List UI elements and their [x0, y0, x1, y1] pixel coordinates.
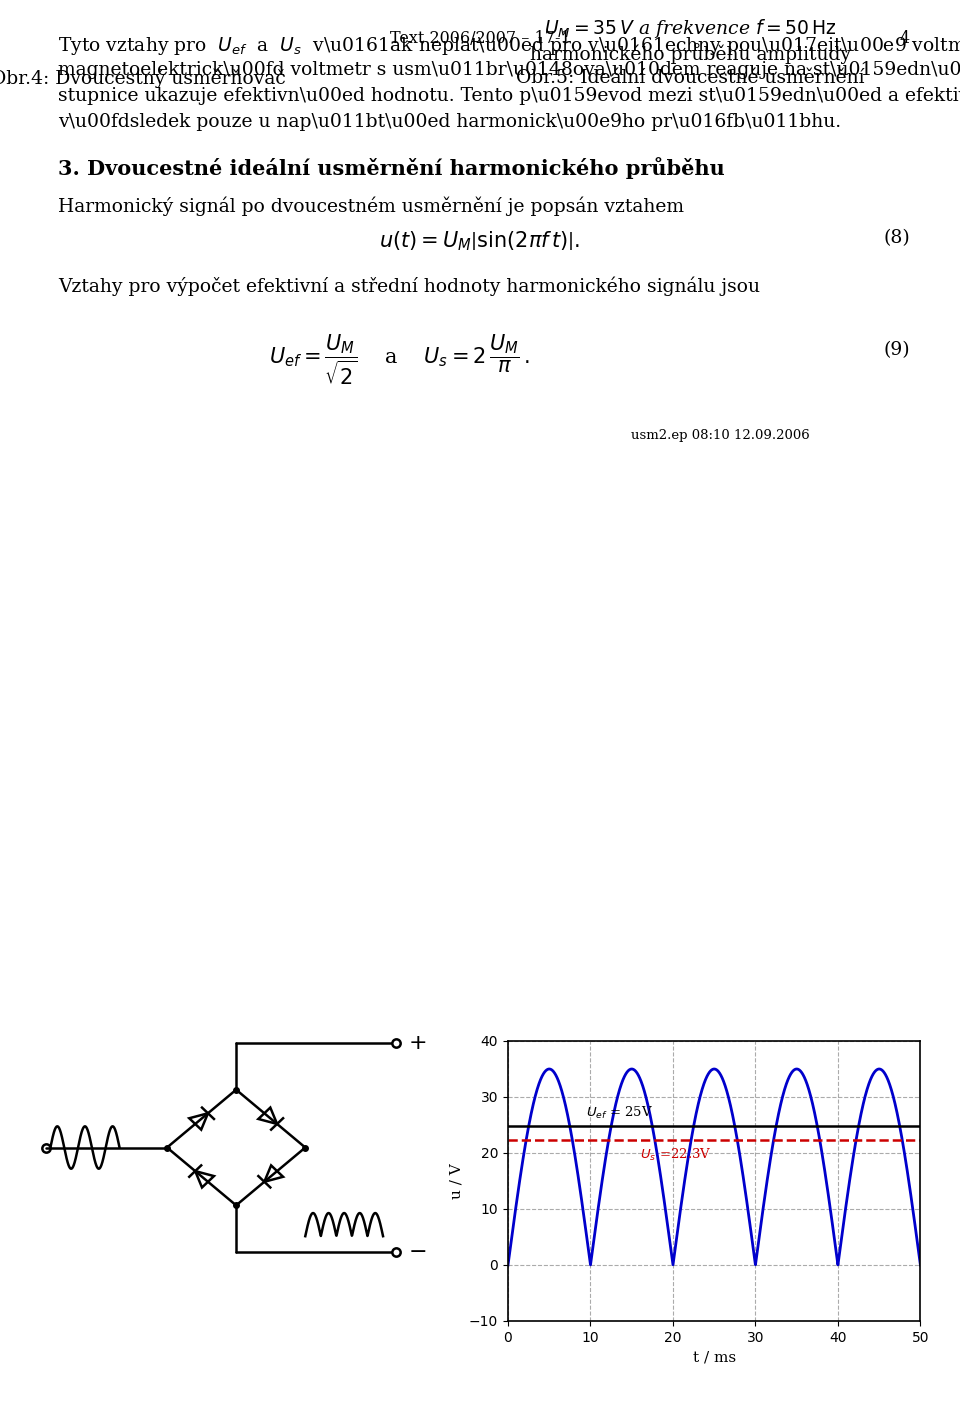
- Text: stupnice ukazuje efektivn\u00ed hodnotu. Tento p\u0159evod mezi st\u0159edn\u00e: stupnice ukazuje efektivn\u00ed hodnotu.…: [58, 87, 960, 105]
- Text: Vztahy pro výpočet efektivní a střední hodnoty harmonického signálu jsou: Vztahy pro výpočet efektivní a střední h…: [58, 277, 760, 297]
- Text: Text 2006/2007 – 17-1: Text 2006/2007 – 17-1: [390, 30, 570, 47]
- Text: usm2.ep 08:10 12.09.2006: usm2.ep 08:10 12.09.2006: [631, 429, 809, 442]
- Text: 4: 4: [900, 30, 910, 47]
- Text: Harmonický signál po dvoucestném usměrnění je popsán vztahem: Harmonický signál po dvoucestném usměrně…: [58, 197, 684, 216]
- Text: (8): (8): [883, 229, 910, 247]
- Text: −: −: [409, 1241, 427, 1261]
- Y-axis label: u / V: u / V: [449, 1163, 464, 1198]
- Text: (9): (9): [883, 341, 910, 359]
- Text: Tyto vztahy pro  $U_{ef}$  a  $U_s$  v\u0161ak neplat\u00ed pro v\u0161echny pou: Tyto vztahy pro $U_{ef}$ a $U_s$ v\u0161…: [58, 36, 960, 57]
- Text: $U_{ef} = \dfrac{U_M}{\sqrt{2}}$    a    $U_s = 2\,\dfrac{U_M}{\pi}\,.$: $U_{ef} = \dfrac{U_M}{\sqrt{2}}$ a $U_s …: [270, 334, 531, 388]
- Text: $U_M = 35\,V$ a frekvence $f = 50\,\mathrm{Hz}$: $U_M = 35\,V$ a frekvence $f = 50\,\math…: [543, 17, 836, 40]
- Text: +: +: [409, 1034, 427, 1054]
- X-axis label: t / ms: t / ms: [692, 1350, 735, 1365]
- Text: $u(t) = U_M\left|\sin(2\pi f\,t)\right|.$: $u(t) = U_M\left|\sin(2\pi f\,t)\right|.…: [379, 229, 581, 253]
- Text: Obr.4: Dvoucestný usměrňovač: Obr.4: Dvoucestný usměrňovač: [0, 70, 285, 88]
- Text: harmonického průběhu amplitudy: harmonického průběhu amplitudy: [530, 43, 851, 64]
- Text: v\u00fdsledek pouze u nap\u011bt\u00ed harmonick\u00e9ho pr\u016fb\u011bhu.: v\u00fdsledek pouze u nap\u011bt\u00ed h…: [58, 114, 841, 131]
- Text: $U_{ef}$ = 25V: $U_{ef}$ = 25V: [587, 1105, 654, 1120]
- Text: $U_s$ =22.3V: $U_s$ =22.3V: [640, 1147, 711, 1163]
- Text: Obr.5: Ideální dvoucestné usměrnění: Obr.5: Ideální dvoucestné usměrnění: [516, 70, 864, 87]
- Text: magnetoelektrick\u00fd voltmetr s usm\u011br\u0148ova\u010dem reaguje na st\u015: magnetoelektrick\u00fd voltmetr s usm\u0…: [58, 61, 960, 80]
- Text: 3. Dvoucestné ideální usměrnění harmonického průběhu: 3. Dvoucestné ideální usměrnění harmonic…: [58, 158, 725, 179]
